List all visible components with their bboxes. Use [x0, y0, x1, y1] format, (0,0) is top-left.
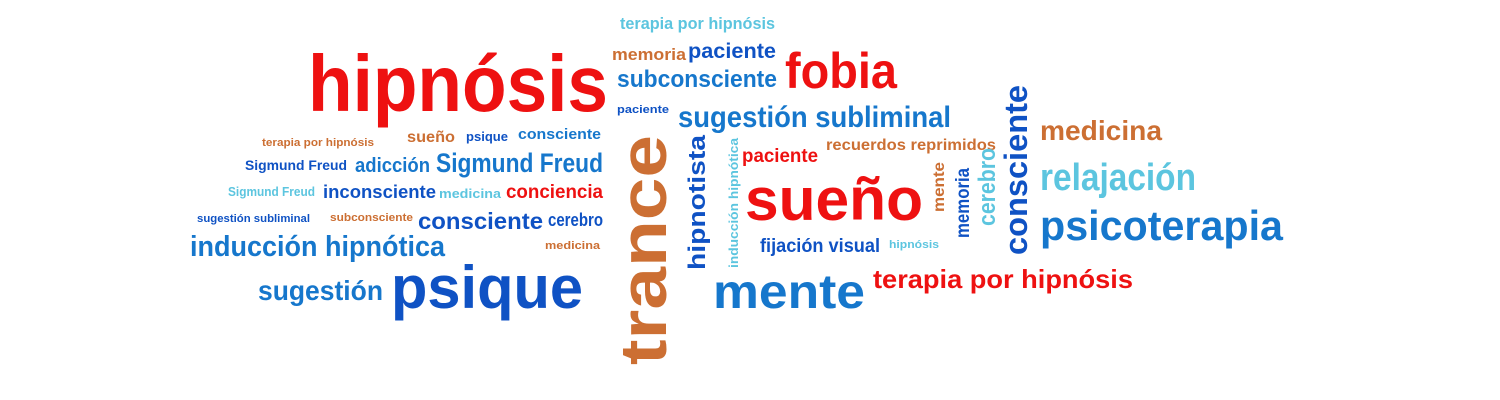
word-30: cerebro [974, 148, 1001, 226]
word-6: paciente [617, 104, 669, 116]
word-32: subconsciente [330, 212, 413, 224]
word-19: recuerdos reprimidos [826, 137, 996, 154]
word-2: memoria [612, 45, 687, 64]
word-37: fijación visual [760, 236, 880, 257]
word-28: mente [931, 162, 948, 212]
word-9: sueño [407, 129, 455, 146]
word-40: terapia por hipnósis [873, 264, 1133, 294]
word-34: cerebro [548, 210, 603, 230]
word-14: Sigmund Freud [436, 148, 603, 178]
word-23: Sigmund Freud [228, 184, 315, 199]
word-41: sugestión [258, 275, 383, 306]
word-27: sueño [745, 166, 923, 233]
word-22: relajación [1040, 157, 1196, 199]
word-11: consciente [518, 126, 601, 143]
word-39: inducción hipnótica [190, 231, 446, 263]
word-8: terapia por hipnósis [262, 137, 374, 149]
word-4: fobia [785, 43, 898, 99]
word-29: memoria [953, 168, 974, 238]
word-42: psique [391, 254, 583, 321]
word-36: medicina [545, 240, 601, 252]
word-7: sugestión subliminal [678, 101, 951, 134]
word-3: paciente [688, 40, 776, 63]
word-25: medicina [439, 186, 502, 201]
word-43: mente [713, 266, 865, 319]
word-31: sugestión subliminal [197, 213, 310, 225]
word-26: conciencia [506, 182, 603, 203]
word-15: trance [606, 135, 680, 365]
word-13: adicción [355, 155, 430, 177]
word-10: psique [466, 129, 508, 144]
word-35: psicoterapia [1040, 202, 1284, 249]
word-18: paciente [742, 146, 818, 167]
word-33: consciente [418, 208, 543, 234]
word-1: hipnósis [308, 39, 608, 128]
word-24: inconsciente [323, 182, 436, 202]
word-20: consciente [998, 85, 1034, 255]
word-16: hipnotista [684, 134, 711, 270]
word-5: subconsciente [617, 66, 777, 93]
word-38: hipnósis [889, 239, 939, 251]
word-17: inducción hipnótica [726, 137, 741, 268]
word-12: Sigmund Freud [245, 157, 347, 173]
word-21: medicina [1040, 115, 1162, 146]
word-0: terapia por hipnósis [620, 14, 775, 33]
